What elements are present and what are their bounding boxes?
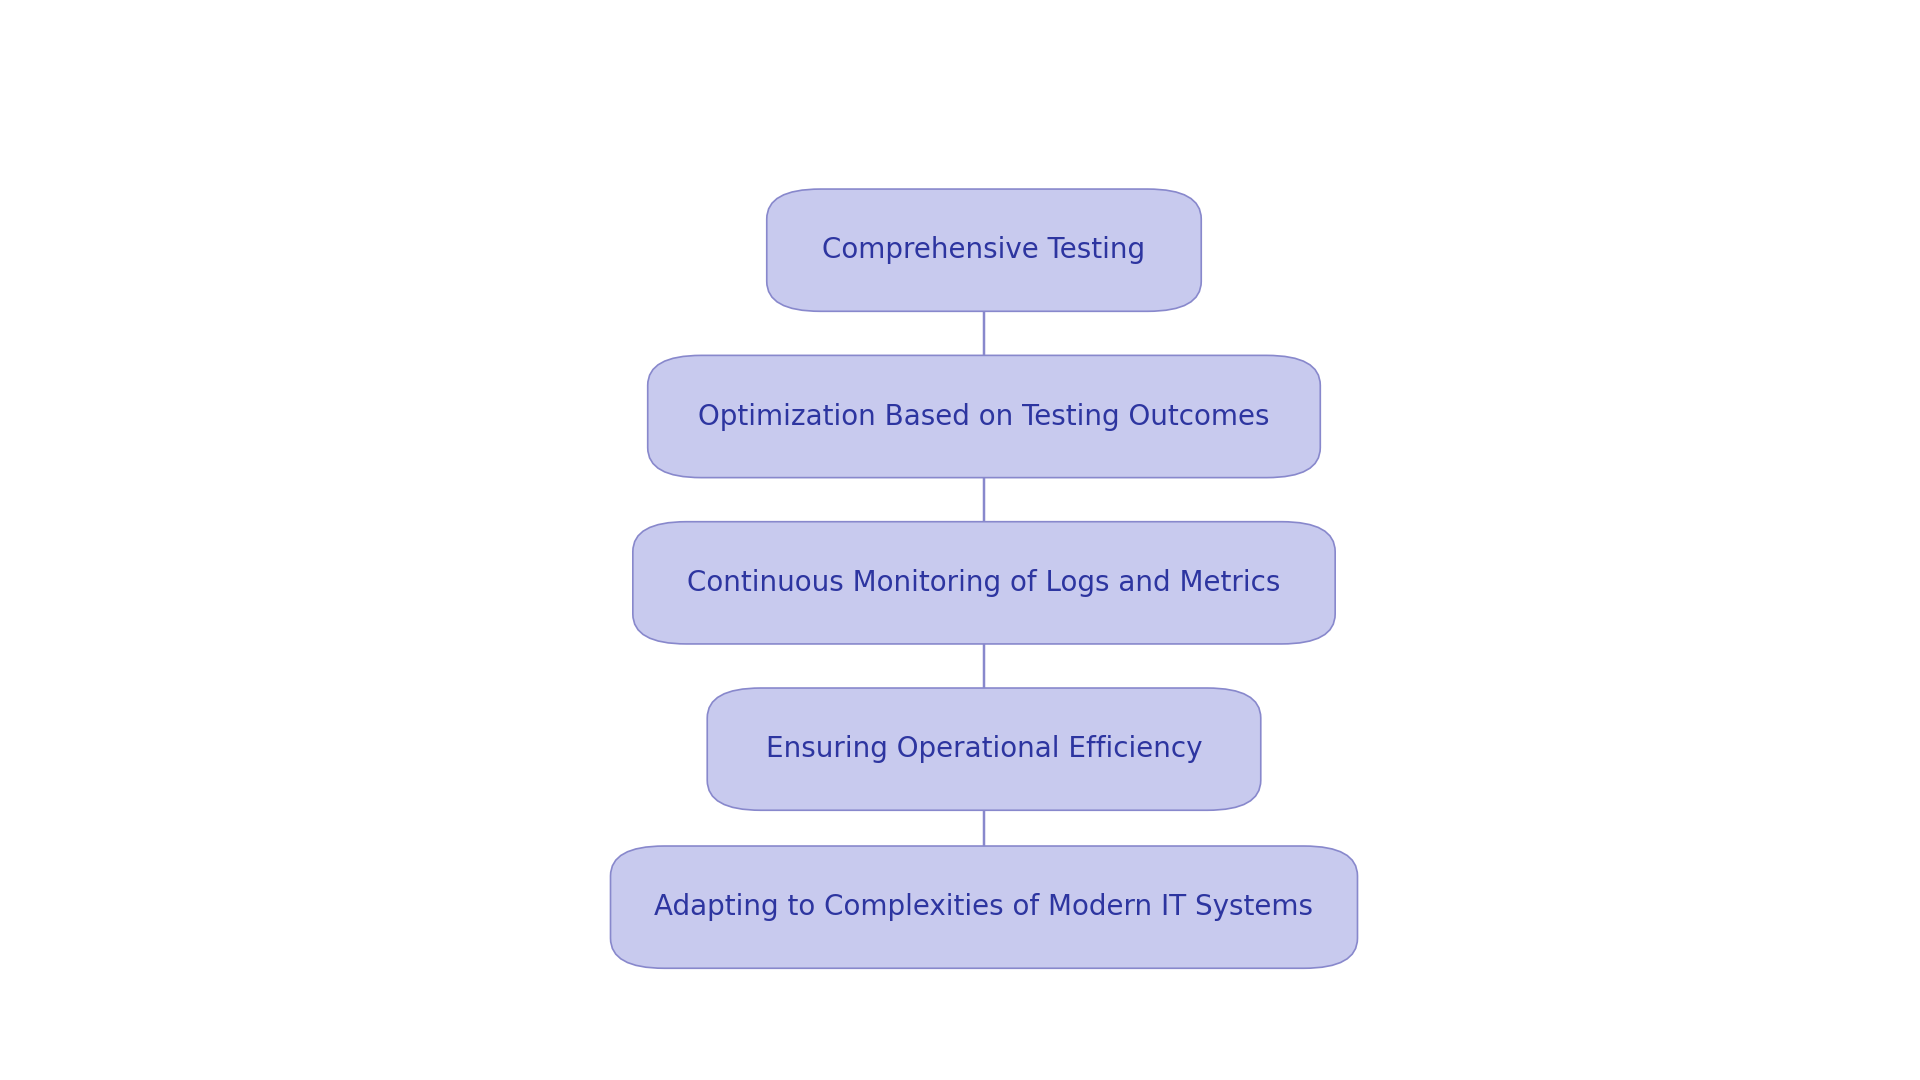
- FancyBboxPatch shape: [647, 355, 1321, 477]
- Text: Comprehensive Testing: Comprehensive Testing: [822, 237, 1146, 265]
- Text: Continuous Monitoring of Logs and Metrics: Continuous Monitoring of Logs and Metric…: [687, 569, 1281, 597]
- FancyBboxPatch shape: [707, 688, 1261, 810]
- Text: Optimization Based on Testing Outcomes: Optimization Based on Testing Outcomes: [699, 403, 1269, 431]
- Text: Ensuring Operational Efficiency: Ensuring Operational Efficiency: [766, 735, 1202, 764]
- FancyBboxPatch shape: [611, 846, 1357, 969]
- FancyBboxPatch shape: [634, 522, 1334, 644]
- FancyBboxPatch shape: [766, 189, 1202, 311]
- Text: Adapting to Complexities of Modern IT Systems: Adapting to Complexities of Modern IT Sy…: [655, 893, 1313, 921]
